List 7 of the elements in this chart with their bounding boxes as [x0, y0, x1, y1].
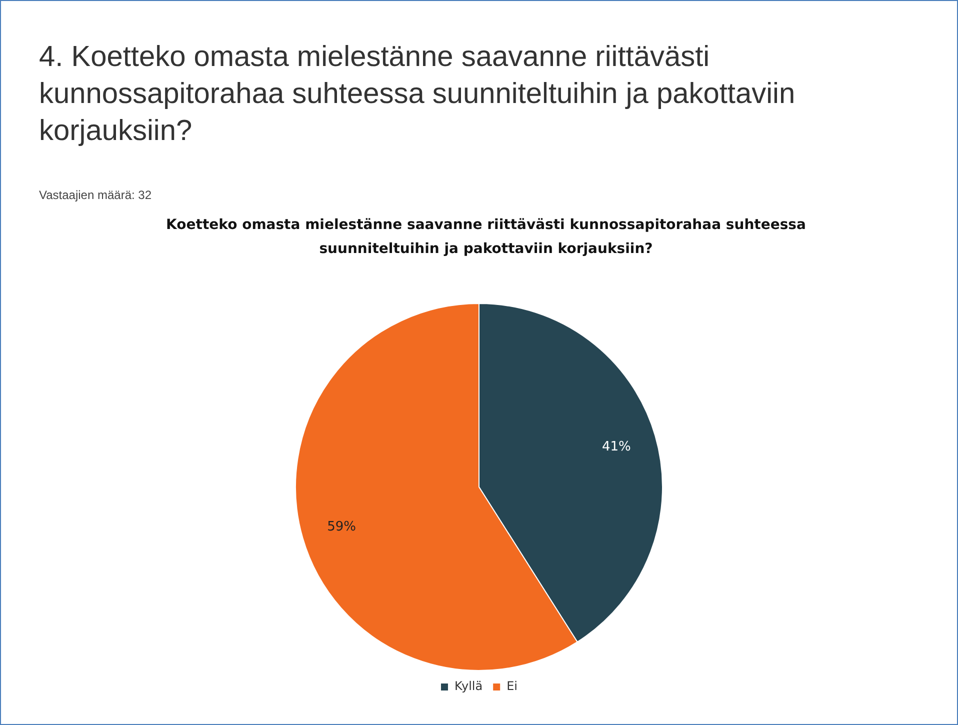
legend-label: Kyllä [454, 679, 483, 694]
text: Vastaajien määrä: 32 [39, 188, 152, 202]
data-label: 41% [602, 439, 631, 454]
legend-label: Ei [506, 679, 518, 694]
data-label: 59% [327, 519, 356, 534]
chart-title: 4. Koetteko omasta mielestänne saavanne riittävästi kunnossapitorahaa suhteessa suunniteltuihin ja pakottaviin korjauksiin? [39, 40, 796, 149]
text: Koetteko omasta mielestänne saavanne riittävästi kunnossapitorahaa suhteessa suunniteltuihin ja pakottaviin korjauksiin? [165, 216, 807, 259]
